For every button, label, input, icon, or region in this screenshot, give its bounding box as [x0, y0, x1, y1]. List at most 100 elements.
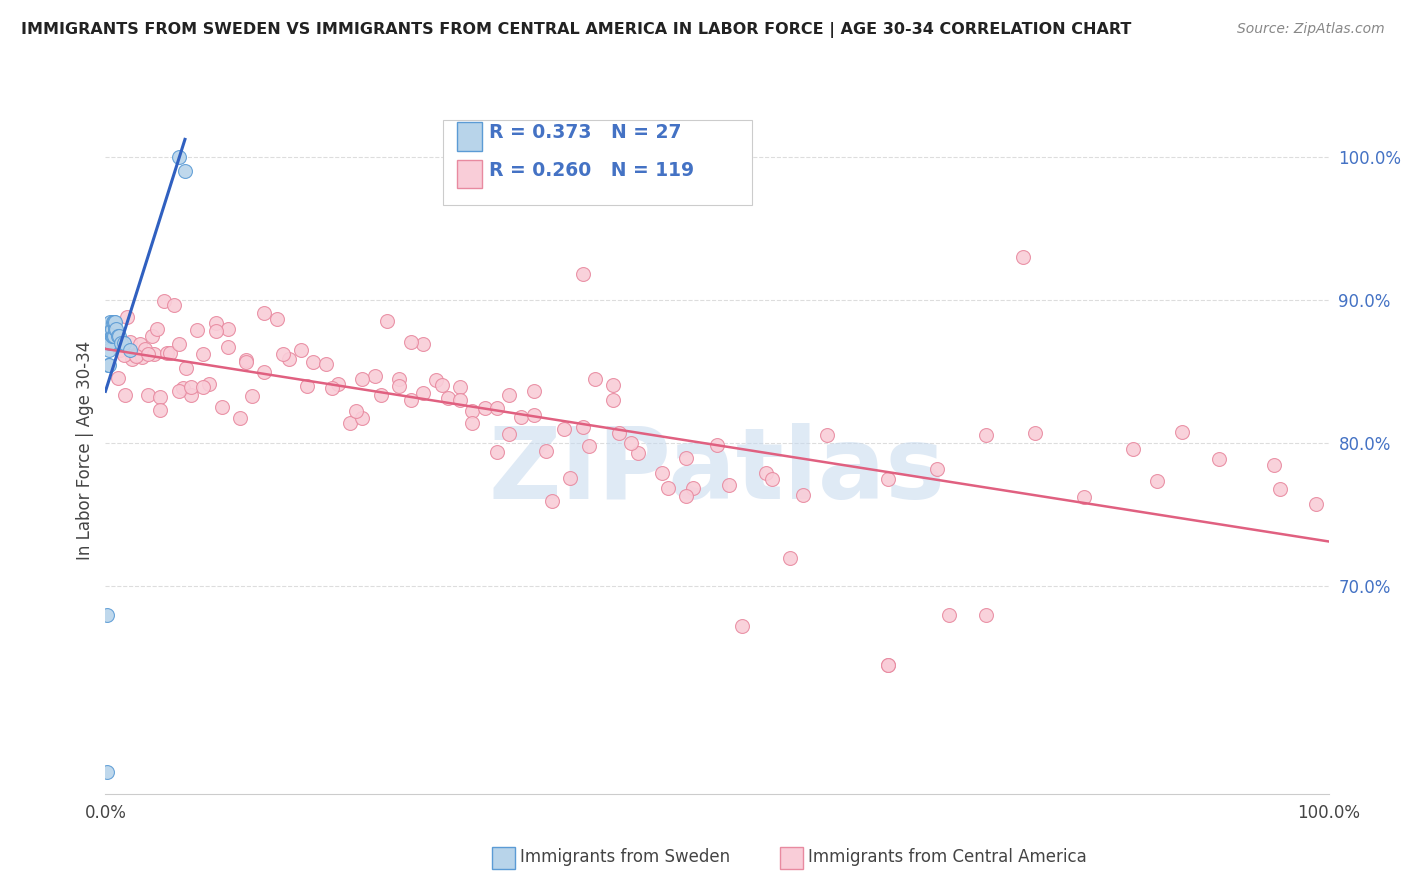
Point: [103, 315, 125, 329]
Point: [430, 378, 453, 392]
Point: [98, 343, 121, 358]
Text: R = 0.373   N = 27: R = 0.373 N = 27: [489, 123, 682, 143]
Point: [101, 329, 124, 343]
Point: [163, 298, 186, 312]
Point: [186, 323, 208, 337]
Point: [1171, 425, 1194, 439]
Point: [141, 329, 163, 343]
Point: [103, 336, 125, 351]
Point: [96, 765, 118, 780]
Point: [235, 353, 257, 368]
Point: [297, 379, 319, 393]
Point: [155, 346, 177, 360]
Point: [498, 427, 520, 442]
Point: [370, 387, 392, 401]
Point: [103, 329, 125, 343]
Point: [134, 343, 156, 357]
Point: [96, 607, 118, 622]
Point: [153, 293, 176, 308]
Point: [437, 391, 460, 405]
Point: [174, 164, 197, 178]
Point: [1073, 490, 1095, 504]
Point: [118, 334, 141, 349]
Point: [117, 310, 139, 324]
Point: [339, 416, 361, 430]
Point: [1268, 482, 1291, 496]
Point: [485, 444, 508, 458]
Point: [522, 384, 544, 398]
Point: [399, 392, 422, 407]
Point: [399, 335, 422, 350]
Point: [146, 322, 169, 336]
Point: [449, 393, 471, 408]
Text: ZIPatlas: ZIPatlas: [489, 423, 945, 519]
Point: [100, 329, 122, 343]
Point: [114, 388, 136, 402]
Point: [278, 351, 301, 366]
Point: [412, 386, 434, 401]
Point: [779, 550, 801, 565]
Point: [815, 428, 838, 442]
Point: [578, 439, 600, 453]
Point: [253, 365, 276, 379]
Point: [1011, 250, 1033, 264]
Point: [675, 450, 697, 465]
Point: [1305, 497, 1327, 511]
Point: [510, 410, 533, 425]
Point: [1024, 426, 1046, 441]
Point: [290, 343, 312, 357]
Point: [143, 347, 166, 361]
Point: [97, 336, 120, 351]
Point: [240, 389, 263, 403]
Point: [388, 372, 411, 386]
Point: [352, 372, 374, 386]
Point: [474, 401, 496, 416]
Point: [449, 380, 471, 394]
Point: [620, 436, 643, 450]
Point: [217, 322, 239, 336]
Point: [204, 324, 226, 338]
Point: [534, 444, 557, 458]
Point: [111, 336, 134, 351]
Text: R = 0.260   N = 119: R = 0.260 N = 119: [489, 161, 695, 180]
Point: [136, 347, 159, 361]
Point: [211, 400, 233, 414]
Point: [107, 329, 129, 343]
Point: [149, 402, 172, 417]
Point: [425, 373, 447, 387]
Point: [541, 493, 564, 508]
Point: [927, 462, 949, 476]
Text: IMMIGRANTS FROM SWEDEN VS IMMIGRANTS FROM CENTRAL AMERICA IN LABOR FORCE | AGE 3: IMMIGRANTS FROM SWEDEN VS IMMIGRANTS FRO…: [21, 22, 1132, 38]
Point: [326, 376, 349, 391]
Point: [235, 354, 257, 368]
Point: [97, 358, 120, 372]
Point: [461, 404, 484, 418]
Point: [363, 369, 385, 384]
Point: [602, 392, 624, 407]
Y-axis label: In Labor Force | Age 30-34: In Labor Force | Age 30-34: [76, 341, 94, 560]
Point: [112, 348, 135, 362]
Point: [682, 481, 704, 495]
Point: [100, 322, 122, 336]
Point: [266, 312, 288, 326]
Point: [128, 337, 150, 351]
Point: [104, 315, 127, 329]
Point: [388, 379, 411, 393]
Point: [730, 619, 752, 633]
Point: [302, 355, 325, 369]
Text: Immigrants from Sweden: Immigrants from Sweden: [520, 848, 730, 866]
Point: [100, 329, 122, 343]
Point: [159, 346, 181, 360]
Point: [571, 267, 593, 281]
Point: [217, 340, 239, 354]
Point: [98, 322, 121, 336]
Point: [974, 607, 997, 622]
Point: [198, 376, 221, 391]
Point: [180, 388, 202, 402]
Point: [97, 322, 120, 336]
Point: [1122, 442, 1144, 456]
Point: [412, 337, 434, 351]
Point: [1208, 452, 1230, 467]
Point: [125, 349, 148, 363]
Point: [1146, 475, 1168, 489]
